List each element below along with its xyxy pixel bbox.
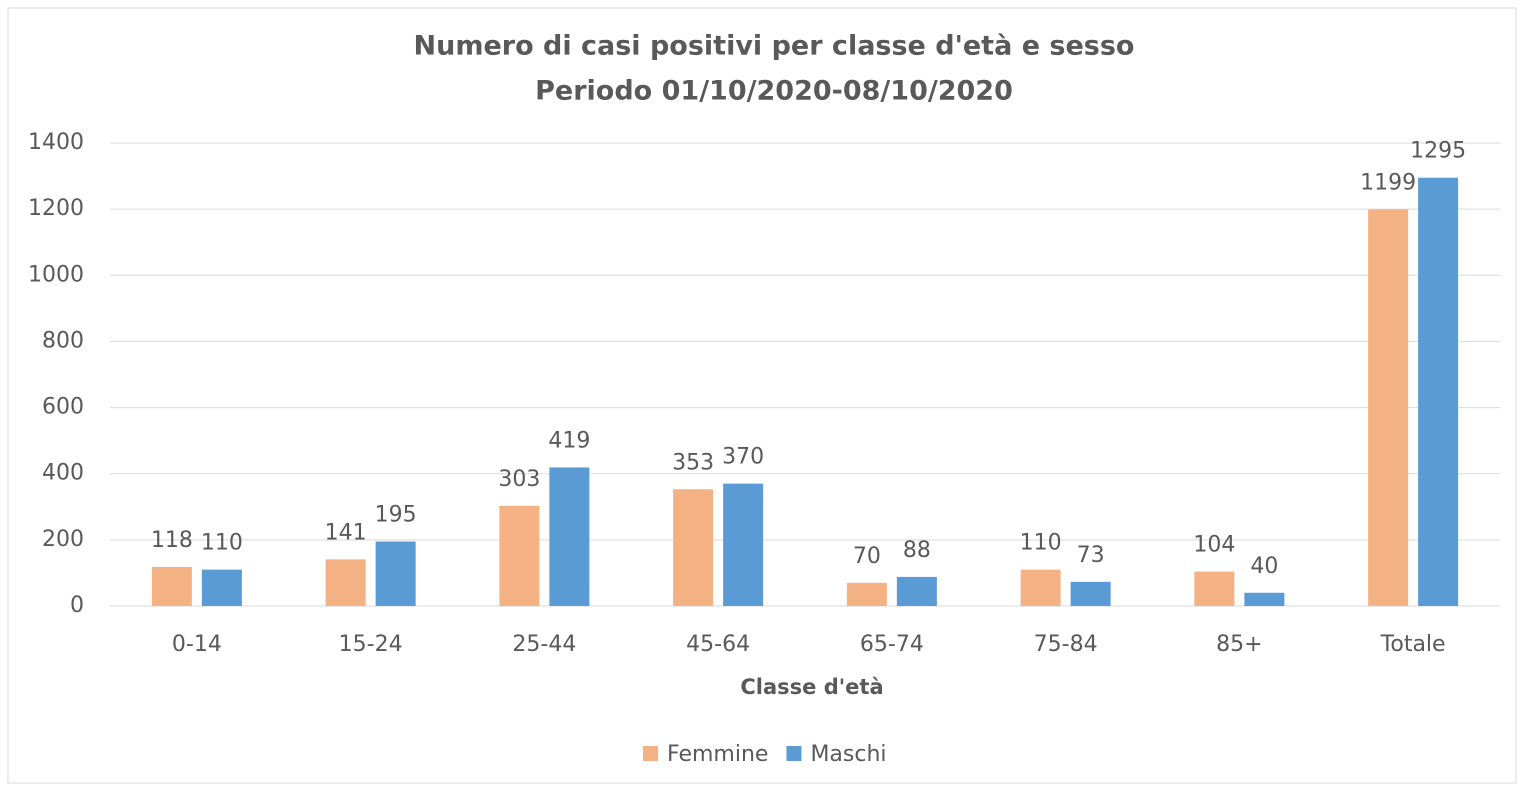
x-tick-label: 65-74 xyxy=(860,632,924,657)
chart-subtitle: Periodo 01/10/2020-08/10/2020 xyxy=(535,76,1013,107)
data-label: 40 xyxy=(1250,554,1278,579)
bar xyxy=(549,467,590,606)
y-tick-label: 1000 xyxy=(28,262,84,287)
x-tick-label: 75-84 xyxy=(1034,632,1098,657)
bar xyxy=(1020,569,1061,606)
y-tick-label: 600 xyxy=(42,395,84,420)
y-tick-label: 400 xyxy=(42,461,84,486)
bar xyxy=(1418,177,1459,606)
legend-label: Maschi xyxy=(810,742,886,767)
bar xyxy=(673,489,714,606)
data-label: 70 xyxy=(853,544,881,569)
bar xyxy=(1194,571,1235,606)
bar xyxy=(1368,209,1409,606)
bar xyxy=(1070,581,1111,606)
x-axis-label: Classe d'età xyxy=(740,675,883,699)
chart-border xyxy=(7,7,1517,784)
bar xyxy=(846,582,887,606)
x-tick-label: 0-14 xyxy=(172,632,222,657)
data-label: 110 xyxy=(1020,531,1062,556)
bar xyxy=(723,483,764,606)
bar xyxy=(375,541,416,606)
data-label: 303 xyxy=(498,467,540,492)
legend-swatch xyxy=(786,746,802,761)
bar xyxy=(325,559,366,606)
y-tick-label: 0 xyxy=(70,593,84,618)
y-tick-label: 1200 xyxy=(28,196,84,221)
bar xyxy=(151,566,192,606)
x-tick-label: 85+ xyxy=(1216,632,1262,657)
legend-label: Femmine xyxy=(667,742,768,767)
x-tick-label: 25-44 xyxy=(512,632,576,657)
data-label: 141 xyxy=(325,520,367,545)
y-tick-label: 1400 xyxy=(28,130,84,155)
x-tick-label: Totale xyxy=(1380,632,1446,657)
y-tick-label: 800 xyxy=(42,328,84,353)
data-label: 73 xyxy=(1077,543,1105,568)
x-tick-label: 45-64 xyxy=(686,632,750,657)
x-tick-label: 15-24 xyxy=(339,632,403,657)
data-label: 419 xyxy=(548,428,590,453)
data-label: 370 xyxy=(722,445,764,470)
data-label: 88 xyxy=(903,538,931,563)
bar xyxy=(499,505,540,606)
data-label: 1199 xyxy=(1360,170,1416,195)
y-tick-label: 200 xyxy=(42,527,84,552)
data-label: 1295 xyxy=(1410,139,1466,164)
data-label: 195 xyxy=(375,503,417,528)
data-label: 118 xyxy=(151,528,193,553)
data-label: 353 xyxy=(672,450,714,475)
bar xyxy=(896,576,937,606)
data-label: 110 xyxy=(201,531,243,556)
chart-title: Numero di casi positivi per classe d'età… xyxy=(414,31,1135,62)
bar xyxy=(1244,592,1285,606)
bar xyxy=(201,569,242,606)
data-label: 104 xyxy=(1193,533,1235,558)
legend-swatch xyxy=(643,746,658,761)
